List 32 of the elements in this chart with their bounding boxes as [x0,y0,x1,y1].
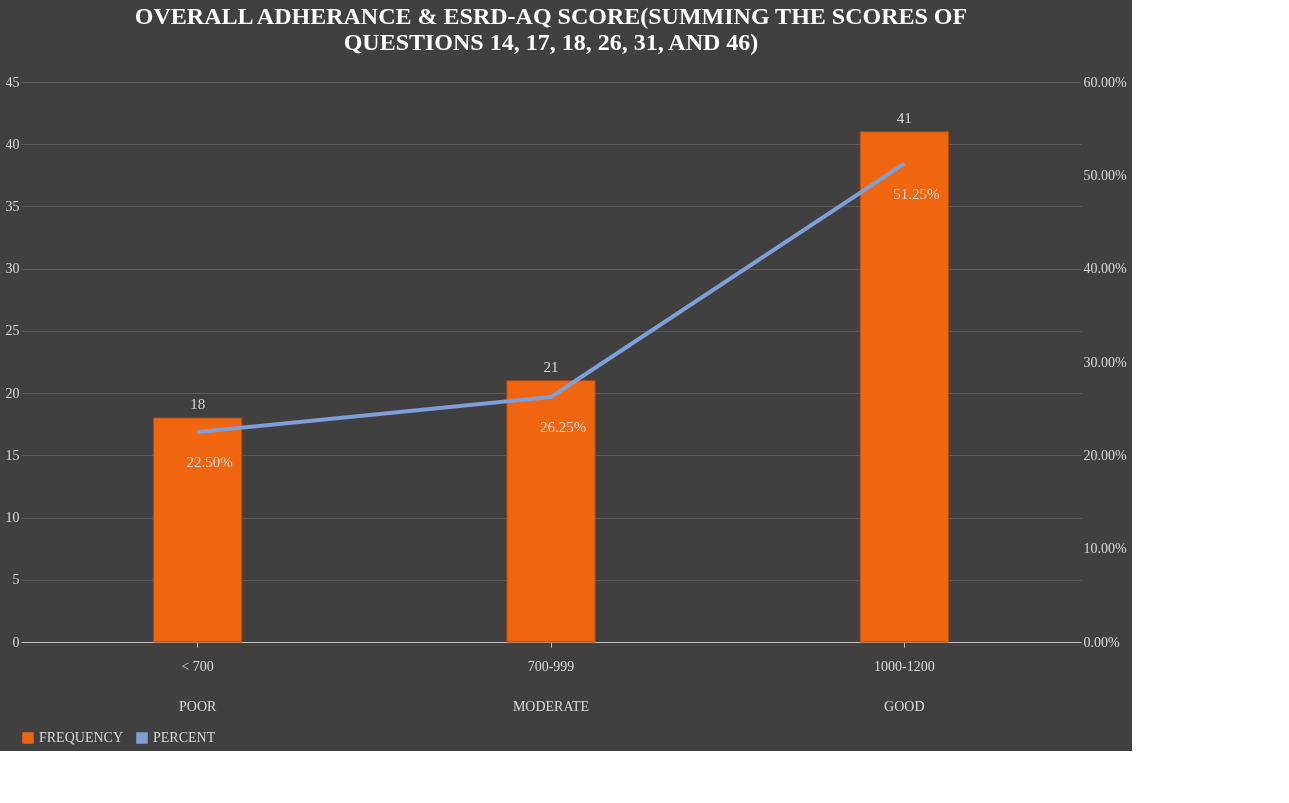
y2-tick-label: 60.00% [1083,74,1127,90]
y-tick-label: 45 [5,74,20,90]
bar [506,380,596,643]
y-tick-label: 30 [5,261,20,277]
bar [859,131,949,643]
y-tick-label: 20 [5,385,20,401]
y2-tick-label: 10.00% [1083,541,1127,557]
y-tick-label: 15 [5,447,20,463]
category-label: 700-999 MODERATE [512,658,590,714]
legend-label: FREQUENCY [39,730,124,745]
category-label: < 700 POOR [178,658,217,714]
y-tick-label: 10 [5,510,20,526]
y-tick-label: 0 [12,634,20,650]
y2-tick-label: 50.00% [1083,167,1127,183]
y-tick-label: 25 [5,323,20,339]
data-label: 22.50% [186,454,233,470]
y-tick-label: 35 [5,198,20,214]
y2-tick-label: 20.00% [1083,447,1127,463]
data-label: 18 [190,396,206,412]
data-label: 26.25% [539,419,587,435]
data-label: 51.25% [893,185,940,202]
category-label: 1000-1200 GOOD [874,658,935,714]
legend-label: PERCENT [153,730,216,745]
data-label: 41 [896,109,912,126]
y-tick-label: 40 [5,136,20,152]
data-label: 21 [543,358,559,375]
chart-title: OVERALL ADHERANCE & ESRD-AQ SCORE(SUMMING THE SCORES OF QUESTIONS 14, 17, 18, 26, 31, AND 46) [134,3,968,55]
y-tick-label: 5 [12,572,20,588]
y2-tick-label: 0.00% [1083,634,1120,650]
y2-tick-label: 40.00% [1083,261,1127,277]
bar [153,417,243,643]
y2-tick-label: 30.00% [1083,354,1127,370]
